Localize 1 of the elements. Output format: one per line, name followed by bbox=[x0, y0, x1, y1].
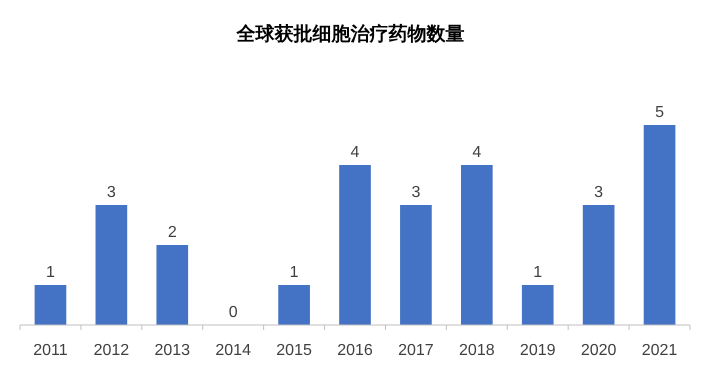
title: 全球获批细胞治疗药物数量 bbox=[236, 24, 464, 45]
